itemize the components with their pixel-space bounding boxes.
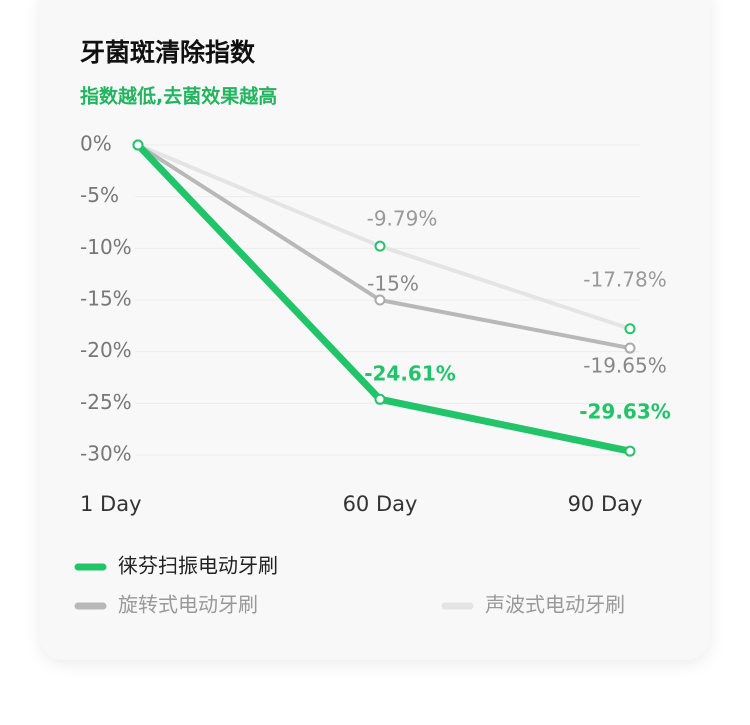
legend-label: 旋转式电动牙刷 [118,593,258,617]
card [40,0,710,660]
data-label: -29.63% [579,400,671,424]
x-tick-label: 60 Day [343,492,418,516]
data-label: -24.61% [364,362,456,386]
data-label: -15% [367,272,419,296]
point-marker [374,393,386,405]
point-marker [374,240,386,252]
point-marker [624,445,636,457]
point-marker [132,139,144,151]
data-label: -19.65% [583,354,666,378]
y-tick-label: -20% [80,338,132,362]
point-marker [624,342,636,354]
y-tick-label: -30% [80,442,132,466]
legend-label: 徕芬扫振电动牙刷 [118,554,278,578]
point-marker [374,294,386,306]
y-tick-label: -15% [80,287,132,311]
chart-subtitle: 指数越低,去菌效果越高 [80,85,277,108]
y-tick-label: -25% [80,390,132,414]
chart-title: 牙菌斑清除指数 [80,38,256,67]
x-tick-label: 1 Day [80,492,142,516]
x-tick-label: 90 Day [568,492,643,516]
point-marker [624,323,636,335]
y-tick-label: -10% [80,235,132,259]
y-tick-label: -5% [80,183,119,207]
data-label: -9.79% [367,207,438,231]
legend-label: 声波式电动牙刷 [485,593,625,617]
y-tick-label: 0% [80,132,112,156]
data-label: -17.78% [583,268,666,292]
